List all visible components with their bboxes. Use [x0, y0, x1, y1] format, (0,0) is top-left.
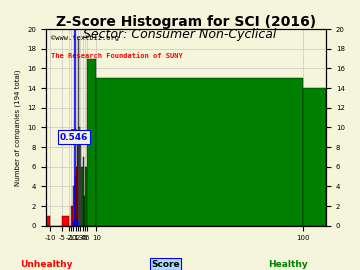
Text: ©www.textbiz.org: ©www.textbiz.org: [51, 35, 120, 41]
Bar: [84, 196, 85, 226]
Bar: [85, 167, 87, 226]
Bar: [80, 137, 81, 226]
Title: Z-Score Histogram for SCI (2016): Z-Score Histogram for SCI (2016): [56, 15, 316, 29]
Bar: [78, 39, 79, 226]
Text: Unhealthy: Unhealthy: [21, 260, 73, 269]
Y-axis label: Number of companies (194 total): Number of companies (194 total): [15, 69, 22, 186]
Bar: [303, 88, 326, 226]
Text: The Research Foundation of SUNY: The Research Foundation of SUNY: [51, 53, 183, 59]
Bar: [62, 216, 69, 226]
Bar: [75, 177, 76, 226]
Bar: [87, 59, 96, 226]
Text: 0.546: 0.546: [60, 133, 88, 142]
Bar: [76, 167, 77, 226]
Bar: [96, 78, 303, 226]
Text: Sector: Consumer Non-Cyclical: Sector: Consumer Non-Cyclical: [83, 28, 277, 41]
Bar: [77, 137, 78, 226]
Text: Healthy: Healthy: [268, 260, 308, 269]
Bar: [46, 216, 50, 226]
Bar: [73, 186, 75, 226]
Bar: [82, 157, 84, 226]
Bar: [79, 127, 80, 226]
Bar: [81, 167, 82, 226]
Bar: [71, 206, 73, 226]
Text: Score: Score: [151, 260, 180, 269]
